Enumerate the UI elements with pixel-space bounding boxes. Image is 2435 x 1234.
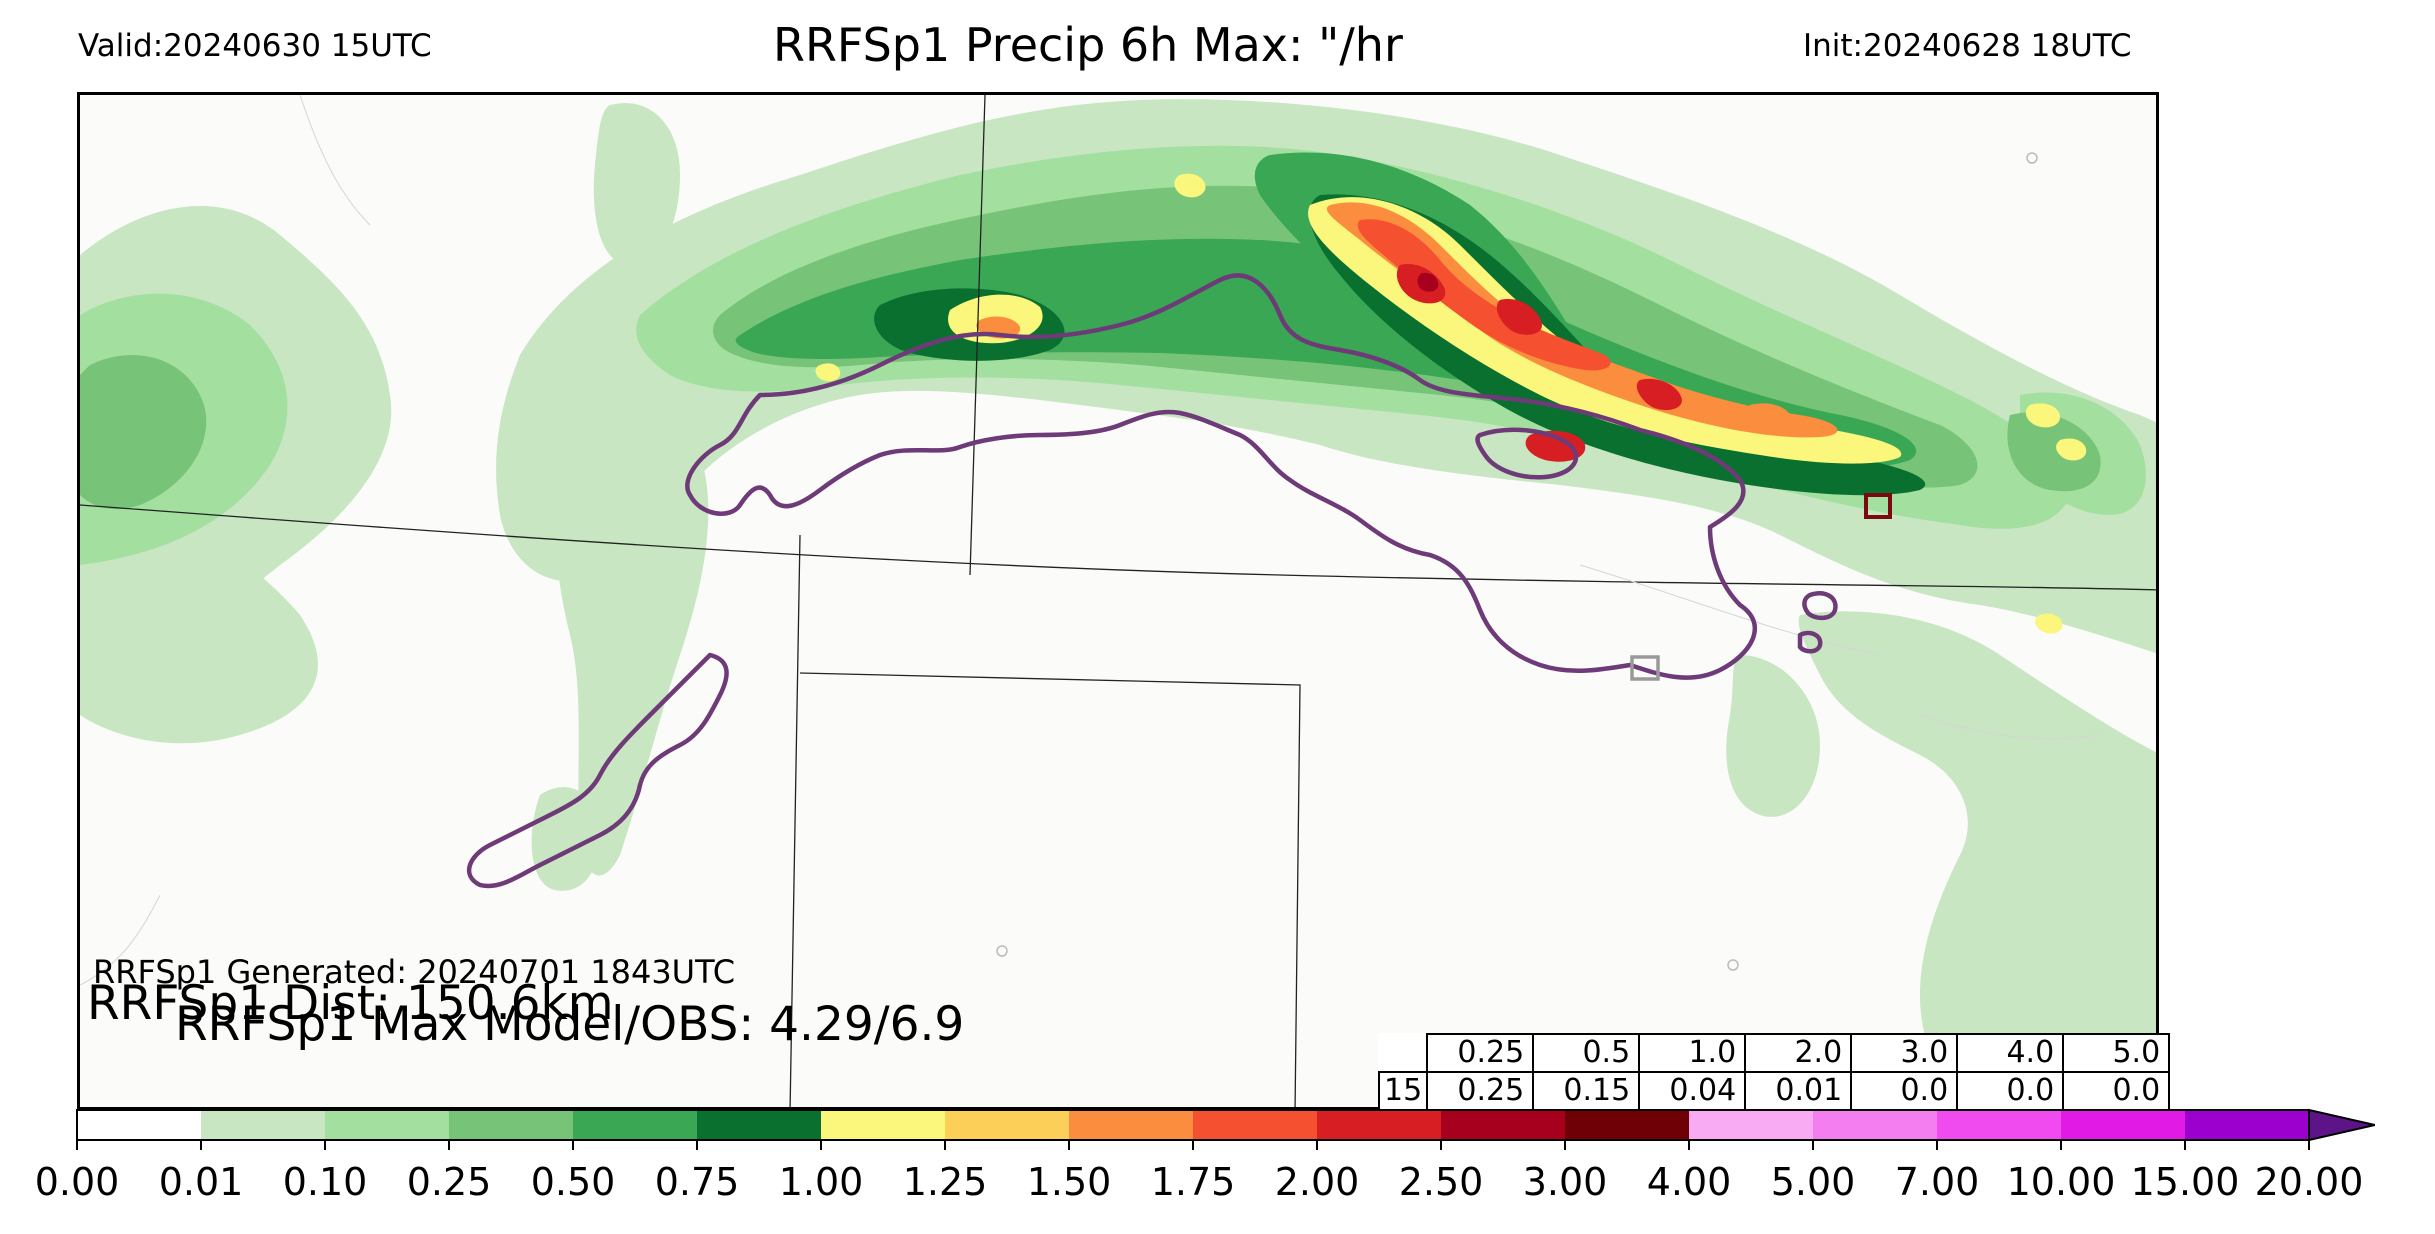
colorbar-tick-label: 3.00 xyxy=(1522,1160,1608,1204)
value-cell: 0.25 xyxy=(1426,1071,1535,1111)
colorbar-segment xyxy=(945,1110,1069,1140)
colorbar-tick-label: 2.50 xyxy=(1398,1160,1484,1204)
value-cell: 0.15 xyxy=(1532,1071,1641,1111)
generated-label: RRFSp1 Generated: 20240701 1843UTC xyxy=(93,953,736,991)
colorbar-segment xyxy=(449,1110,573,1140)
colorbar-segment xyxy=(77,1110,201,1140)
max-model-obs-label: RRFSp1 Max Model/OBS: 4.29/6.9 xyxy=(175,997,965,1052)
obs-contour xyxy=(467,273,1838,889)
colorbar-tick-label: 10.00 xyxy=(2006,1160,2116,1204)
value-cell: 0.04 xyxy=(1638,1071,1747,1111)
colorbar-tick-label: 1.00 xyxy=(778,1160,864,1204)
colorbar-tick-label: 5.00 xyxy=(1770,1160,1856,1204)
threshold-stats-table: 0.25 0.5 1.0 2.0 3.0 4.0 5.0 15 0.25 0.1… xyxy=(1377,1033,2171,1111)
precip-extreme-areas xyxy=(976,202,1838,462)
precip-map xyxy=(80,95,2156,1107)
colorbar-segment xyxy=(1069,1110,1193,1140)
map-title: RRFSp1 Precip 6h Max: "/hr xyxy=(773,18,1403,72)
colorbar-tick-label: 7.00 xyxy=(1894,1160,1980,1204)
init-time-label: Init:20240628 18UTC xyxy=(1803,28,2132,64)
colorbar-segment xyxy=(1193,1110,1317,1140)
value-cell: 0.0 xyxy=(1956,1071,2065,1111)
obs-max-box xyxy=(1630,655,1660,681)
colorbar-segment xyxy=(325,1110,449,1140)
colorbar-tick-label: 4.00 xyxy=(1646,1160,1732,1204)
value-cell: 0.01 xyxy=(1744,1071,1853,1111)
colorbar-tick-label: 0.01 xyxy=(158,1160,244,1204)
colorbar-segment xyxy=(821,1110,945,1140)
colorbar-segment xyxy=(1317,1110,1441,1140)
valid-time-label: Valid:20240630 15UTC xyxy=(78,28,432,64)
row-label: 15 xyxy=(1377,1071,1429,1111)
colorbar-tick-label: 15.00 xyxy=(2130,1160,2240,1204)
threshold-cell: 2.0 xyxy=(1744,1033,1853,1073)
model-max-box xyxy=(1864,493,1892,519)
colorbar-segment xyxy=(1937,1110,2061,1140)
colorbar-tick-label: 2.00 xyxy=(1274,1160,1360,1204)
colorbar-segment xyxy=(1813,1110,1937,1140)
colorbar-segment xyxy=(2061,1110,2185,1140)
map-panel: RRFSp1 Max Model/OBS: 4.29/6.9 xyxy=(77,92,2159,1110)
city-marker xyxy=(2026,152,2038,164)
colorbar-tick-label: 1.25 xyxy=(902,1160,988,1204)
threshold-cell: 4.0 xyxy=(1956,1033,2065,1073)
colorbar-segment xyxy=(1441,1110,1565,1140)
colorbar-segment xyxy=(573,1110,697,1140)
colorbar-tick-label: 0.10 xyxy=(282,1160,368,1204)
colorbar-segment xyxy=(697,1110,821,1140)
colorbar-tick-label: 0.25 xyxy=(406,1160,492,1204)
threshold-cell: 3.0 xyxy=(1850,1033,1959,1073)
colorbar-tick-label: 1.50 xyxy=(1026,1160,1112,1204)
colorbar-tick-label: 0.75 xyxy=(654,1160,740,1204)
threshold-row: 0.25 0.5 1.0 2.0 3.0 4.0 5.0 xyxy=(1379,1033,2171,1073)
colorbar-tick-label: 0.50 xyxy=(530,1160,616,1204)
colorbar-segment xyxy=(201,1110,325,1140)
values-row: 15 0.25 0.15 0.04 0.01 0.0 0.0 0.0 xyxy=(1377,1071,2171,1111)
threshold-cell: 0.25 xyxy=(1426,1033,1535,1073)
table-corner xyxy=(1379,1034,1427,1072)
colorbar xyxy=(76,1108,2375,1150)
threshold-cell: 0.5 xyxy=(1532,1033,1641,1073)
colorbar-tick-label: 0.00 xyxy=(34,1160,120,1204)
threshold-cell: 5.0 xyxy=(2062,1033,2171,1073)
colorbar-segment xyxy=(1565,1110,1689,1140)
colorbar-segment xyxy=(1689,1110,1813,1140)
colorbar-tick-label: 20.00 xyxy=(2254,1160,2364,1204)
colorbar-tick-label: 1.75 xyxy=(1150,1160,1236,1204)
colorbar-segment xyxy=(2185,1110,2309,1140)
value-cell: 0.0 xyxy=(2062,1071,2171,1111)
distance-label: RRFSp1 Dist: 150.6km xyxy=(87,976,614,1031)
colorbar-extend-arrow xyxy=(2308,1108,2375,1142)
city-marker xyxy=(996,945,1008,957)
county-lines xyxy=(80,95,2101,986)
threshold-cell: 1.0 xyxy=(1638,1033,1747,1073)
value-cell: 0.0 xyxy=(1850,1071,1959,1111)
city-marker xyxy=(1727,959,1739,971)
